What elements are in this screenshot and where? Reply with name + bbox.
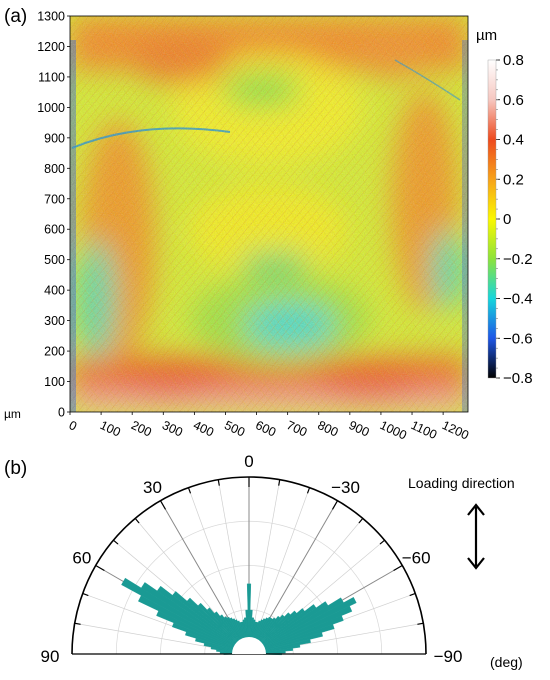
colorbar-tick-label: 0.4 xyxy=(503,132,524,149)
colorbar-unit-label: µm xyxy=(476,27,497,44)
polar-tick xyxy=(159,500,167,510)
polar-tick xyxy=(417,622,424,625)
polar-tick xyxy=(358,518,364,524)
colorbar-tick-label: 0 xyxy=(503,211,511,228)
polar-ticks xyxy=(74,477,424,625)
polar-angle-label: 90 xyxy=(41,647,60,666)
polar-tick xyxy=(306,487,311,494)
colorbar-tick-label: −0.6 xyxy=(503,330,533,347)
y-tick-label: 1200 xyxy=(37,40,65,54)
polar-tick xyxy=(379,539,385,545)
y-tick-label: 1300 xyxy=(37,10,65,24)
polar-angle-label: 0 xyxy=(244,452,253,471)
panel-a-label: (a) xyxy=(4,6,27,27)
y-tick-label: 1100 xyxy=(38,70,65,84)
heatmap-frame xyxy=(69,15,469,413)
y-tick-label: 1000 xyxy=(37,101,65,115)
colorbar-tick-label: 0.2 xyxy=(503,171,524,188)
polar-bar xyxy=(140,582,238,647)
polar-angle-label: −90 xyxy=(434,647,463,666)
heatmap-grain xyxy=(70,16,468,412)
y-tick-label: 900 xyxy=(44,131,65,145)
y-tick-label: 200 xyxy=(44,345,65,359)
polar-angle-label: −30 xyxy=(331,478,360,497)
panel-b-label: (b) xyxy=(4,458,27,479)
polar-angle-label: −60 xyxy=(402,549,431,568)
x-tick-label: 1100 xyxy=(409,418,439,442)
polar-tick xyxy=(409,592,416,597)
x-tick-label: 800 xyxy=(315,418,340,440)
loading-direction-arrow-icon xyxy=(467,503,485,570)
x-tick-label: 900 xyxy=(347,418,372,440)
y-tick-label: 100 xyxy=(44,375,65,389)
y-tick-label: 800 xyxy=(44,162,65,176)
x-tick-label: 1000 xyxy=(378,418,409,442)
y-axis-ticks: 0 100 200 300 400 500 600 700 800 900 1000 1100 1200… xyxy=(37,10,70,420)
y-tick-label: 700 xyxy=(44,192,65,206)
x-tick-label: 100 xyxy=(98,418,123,440)
colorbar-tick-label: −0.8 xyxy=(503,370,533,387)
colorbar-ticks: 0.8 0.6 0.4 0.2 0 −0.2 −0.4 −0.6 −0.8 xyxy=(496,52,533,387)
polar-tick xyxy=(82,592,89,597)
colorbar-tick-label: 0.8 xyxy=(503,52,524,69)
x-tick-label: 700 xyxy=(284,418,309,440)
polar-tick xyxy=(113,539,119,545)
x-tick-label: 400 xyxy=(191,418,216,440)
colorbar-tick-label: 0.6 xyxy=(503,92,524,109)
y-tick-label: 600 xyxy=(44,223,65,237)
polar-tick xyxy=(134,518,140,524)
colorbar-tick-label: −0.4 xyxy=(503,291,533,308)
polar-tick xyxy=(278,479,281,486)
polar-angle-label: 60 xyxy=(72,549,91,568)
colorbar xyxy=(487,59,497,379)
x-tick-label: 1200 xyxy=(440,418,471,442)
x-axis-ticks: 0 100 200 300 400 500 600 700 800 900 1000 1100 1200 xyxy=(67,412,471,442)
polar-plot: 0 30 −30 60 −60 90 −90 xyxy=(41,452,463,666)
loading-direction-label: Loading direction xyxy=(408,475,515,491)
x-tick-label: 500 xyxy=(222,418,247,440)
y-tick-label: 500 xyxy=(44,253,65,267)
polar-tick xyxy=(393,564,403,572)
y-tick-label: 400 xyxy=(44,284,65,298)
polar-tick xyxy=(187,487,192,494)
x-tick-label: 200 xyxy=(129,418,154,440)
polar-center-hole xyxy=(232,637,266,654)
heatmap xyxy=(70,16,468,412)
x-tick-label: 300 xyxy=(160,418,185,440)
x-tick-label: 0 xyxy=(67,418,79,434)
polar-unit-label: (deg) xyxy=(490,654,523,670)
axis-unit-label: µm xyxy=(4,407,21,421)
colorbar-tick-label: −0.2 xyxy=(503,251,533,268)
y-tick-label: 0 xyxy=(58,406,65,420)
polar-angle-labels: 0 30 −30 60 −60 90 −90 xyxy=(41,452,463,666)
polar-tick xyxy=(331,500,339,510)
polar-bar xyxy=(121,577,238,648)
polar-tick xyxy=(95,564,105,572)
x-tick-label: 600 xyxy=(253,418,278,440)
polar-tick xyxy=(74,622,81,625)
polar-angle-label: 30 xyxy=(143,478,162,497)
polar-tick xyxy=(217,479,220,486)
y-tick-label: 300 xyxy=(44,314,65,328)
